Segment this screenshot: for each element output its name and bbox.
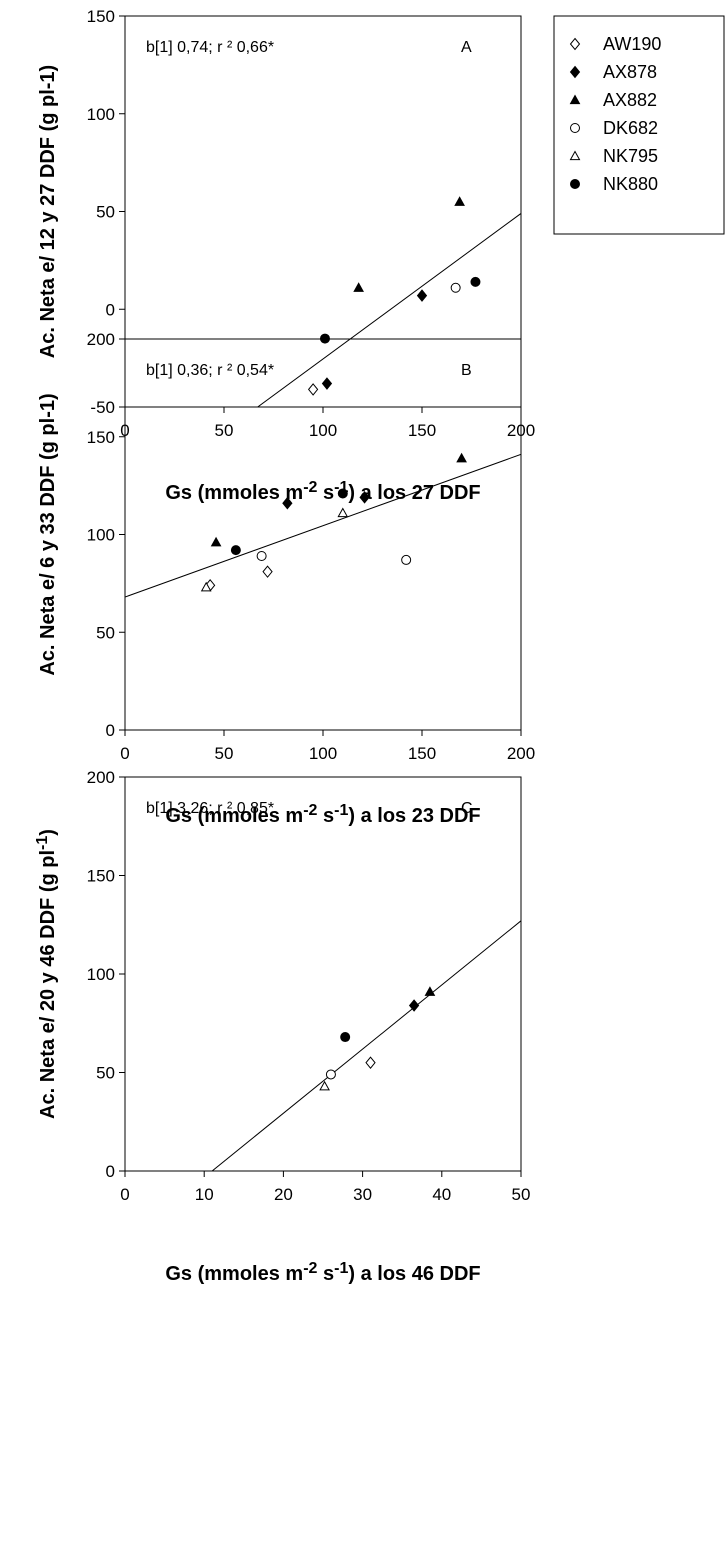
point-nk880: [340, 1032, 351, 1043]
point-aw190: [262, 565, 273, 578]
y-tick-label: 200: [87, 330, 115, 349]
legend-marker-aw190: [569, 37, 581, 51]
point-nk795: [319, 1080, 330, 1091]
legend-marker-ax882: [569, 94, 581, 105]
plot-frame: [124, 776, 522, 1172]
point-ax882: [353, 282, 364, 292]
legend: AW190 AX878 AX882 DK682 NK795 NK880: [553, 15, 725, 235]
legend-box: [553, 15, 725, 235]
plot-frame: [124, 338, 522, 731]
panel-letter: B: [461, 362, 472, 379]
panel-c: 0 10 20 30 40 50 0 50 100 150 200 b[1] 3,26; r ² 0,…: [34, 768, 530, 1285]
x-tick-label: 150: [408, 744, 436, 763]
x-tick-label: 100: [309, 744, 337, 763]
point-ax882: [454, 196, 465, 206]
point-dk682: [450, 282, 461, 293]
point-nk880: [337, 488, 348, 499]
x-tick-label: 50: [215, 744, 234, 763]
x-tick-label: 200: [507, 744, 535, 763]
y-axis-title: Ac. Neta e/ 12 y 27 DDF (g pl-1): [37, 65, 59, 358]
regression-annotation: b[1] 3,26; r ² 0,85*: [146, 800, 274, 817]
x-tick-label: 0: [120, 1185, 129, 1204]
legend-label-ax878: AX878: [603, 62, 657, 82]
y-tick-label: 100: [87, 105, 115, 124]
panel-b: 0 50 100 150 200 0 50 100 150 200 b[1] 0,36; r ² 0…: [37, 330, 535, 827]
legend-label-aw190: AW190: [603, 34, 661, 54]
legend-label-nk880: NK880: [603, 174, 658, 194]
point-ax878: [359, 491, 370, 504]
point-dk682: [325, 1069, 336, 1080]
legend-label-ax882: AX882: [603, 90, 657, 110]
x-tick-label: 50: [215, 421, 234, 440]
plot-frame: [124, 15, 522, 408]
regression-annotation: b[1] 0,36; r ² 0,54*: [146, 362, 274, 379]
point-nk795: [200, 581, 212, 592]
x-tick-label: 10: [195, 1185, 214, 1204]
legend-label-dk682: DK682: [603, 118, 658, 138]
point-ax878: [408, 999, 420, 1012]
y-axis-title: Ac. Neta e/ 20 y 46 DDF (g pl-1): [34, 829, 59, 1119]
point-ax878: [416, 289, 428, 302]
y-tick-label: 150: [87, 428, 115, 447]
x-tick-label: 30: [353, 1185, 372, 1204]
point-ax878: [321, 377, 333, 390]
y-tick-label: 150: [87, 7, 115, 26]
y-tick-label: 50: [96, 1064, 115, 1083]
legend-label-nk795: NK795: [603, 146, 658, 166]
x-tick-label: 50: [512, 1185, 531, 1204]
x-tick-label: 20: [274, 1185, 293, 1204]
x-axis-title: Gs (mmoles m-2 s-1) a los 46 DDF: [165, 1260, 480, 1285]
point-ax882: [424, 986, 436, 996]
y-tick-label: 200: [87, 768, 115, 787]
point-aw190: [365, 1056, 376, 1069]
panel-letter: C: [461, 800, 473, 817]
point-aw190: [307, 383, 319, 396]
y-tick-label: 150: [87, 867, 115, 886]
point-nk880: [230, 545, 241, 556]
legend-marker-ax878: [569, 65, 581, 79]
x-axis-title: Gs (mmoles m-2 s-1) a los 27 DDF: [165, 479, 480, 504]
legend-marker-nk880: [570, 179, 580, 189]
regression-line: [125, 453, 521, 598]
regression-line: [257, 213, 521, 407]
point-ax882: [210, 536, 222, 547]
y-tick-label: 100: [87, 526, 115, 545]
y-tick-label: -50: [90, 398, 115, 417]
x-tick-label: 150: [408, 421, 436, 440]
x-tick-label: 40: [432, 1185, 451, 1204]
regression-annotation: b[1] 0,74; r ² 0,66*: [146, 39, 274, 56]
x-tick-label: 0: [120, 744, 129, 763]
y-tick-label: 50: [96, 203, 115, 222]
y-tick-label: 100: [87, 965, 115, 984]
y-tick-label: 0: [106, 721, 115, 740]
legend-marker-nk795: [569, 150, 581, 161]
point-dk682: [256, 551, 267, 562]
y-tick-label: 50: [96, 623, 115, 642]
x-axis-title: Gs (mmoles m-2 s-1) a los 23 DDF: [165, 802, 480, 827]
point-ax878: [282, 496, 293, 510]
point-dk682: [401, 554, 412, 565]
y-axis-title: Ac. Neta e/ 6 y 33 DDF (g pl-1): [37, 393, 59, 675]
y-tick-label: 0: [106, 1162, 115, 1181]
point-nk880: [470, 276, 481, 287]
panel-letter: A: [461, 39, 472, 56]
point-ax882: [456, 452, 467, 463]
y-tick-label: 0: [106, 300, 115, 319]
point-nk795: [337, 507, 349, 518]
regression-line: [211, 920, 521, 1171]
legend-marker-dk682: [570, 123, 580, 133]
x-tick-label: 100: [309, 421, 337, 440]
